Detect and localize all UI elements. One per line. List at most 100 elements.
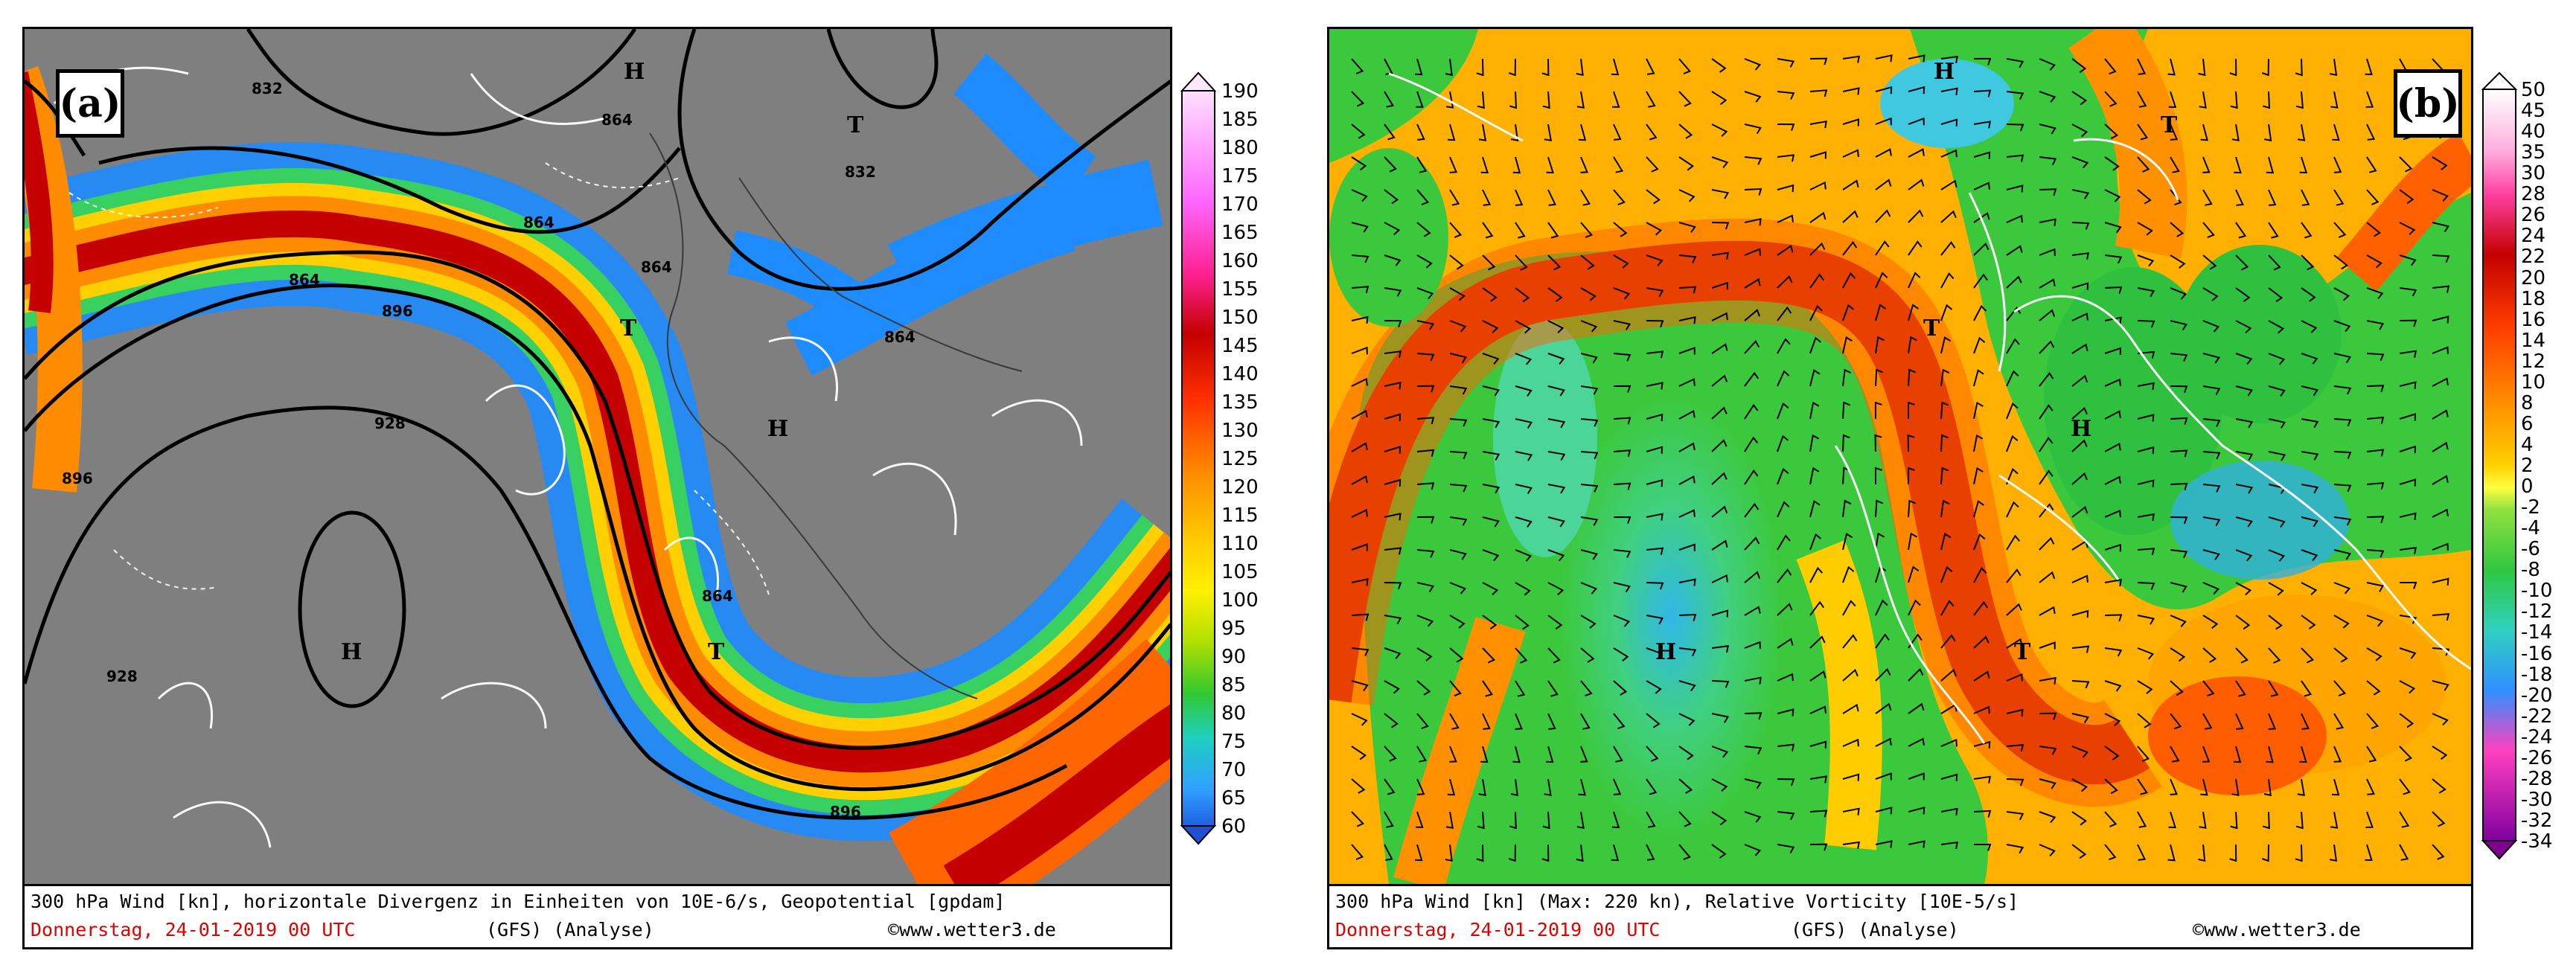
wind-barb — [1711, 609, 1729, 618]
colorbar-tick-label: -24 — [2521, 725, 2553, 749]
wind-barb — [1578, 124, 1587, 141]
wind-barb — [1777, 778, 1795, 786]
colorbar-tick-label: -6 — [2521, 538, 2540, 561]
copyright-icon: © — [2193, 919, 2205, 940]
wind-barb — [1973, 121, 1991, 129]
wind-barb — [2432, 222, 2449, 233]
wind-barb — [1580, 320, 1598, 333]
wind-barb — [2039, 404, 2054, 420]
colorbar-tick-label: 95 — [1221, 618, 1247, 640]
wind-barb — [1809, 181, 1826, 190]
colorbar-tick-label: 26 — [2521, 204, 2546, 227]
wind-barb — [2268, 680, 2279, 697]
high-pressure-label: H — [1934, 59, 1955, 85]
wind-barb — [2268, 451, 2286, 461]
wind-barb — [1351, 713, 1368, 726]
wind-barb — [1711, 680, 1730, 688]
wind-barb — [1777, 275, 1793, 289]
low-pressure-label: T — [620, 315, 637, 342]
wind-barb — [1449, 222, 1463, 238]
colorbar-tick-label: 14 — [2521, 329, 2546, 352]
wind-barb — [2432, 844, 2445, 860]
wind-barb — [2301, 713, 2310, 730]
wind-barb — [1711, 778, 1728, 792]
wind-barb — [1711, 189, 1730, 199]
wind-barb — [2399, 615, 2417, 624]
wind-barb — [1940, 634, 1956, 649]
wind-barb — [1351, 811, 1364, 827]
wind-barb — [2071, 222, 2090, 230]
wind-barb — [1646, 582, 1664, 590]
wind-barb — [1908, 54, 1925, 63]
wind-barb — [1515, 615, 1530, 630]
wind-barb — [2399, 778, 2411, 795]
wind-barb — [1646, 680, 1662, 694]
wind-barb — [1515, 189, 1524, 206]
wind-barb — [2137, 254, 2155, 267]
wind-barb — [1908, 368, 1916, 387]
wind-barb — [2039, 676, 2056, 685]
wind-barb — [1973, 670, 1990, 682]
wind-barb — [1744, 371, 1760, 387]
wind-barb — [1351, 778, 1366, 794]
wind-barb — [1351, 647, 1370, 656]
wind-barb — [2199, 91, 2207, 109]
wind-barb — [1508, 844, 1516, 862]
wind-barb — [1384, 844, 1393, 861]
wind-barb — [2071, 282, 2089, 290]
wind-barb — [1875, 272, 1888, 289]
wind-barb — [1678, 778, 1693, 794]
wind-barb — [2170, 516, 2188, 525]
wind-barb — [2167, 58, 2176, 76]
wind-barb — [2039, 124, 2056, 135]
wind-barb — [1842, 807, 1860, 815]
wind-barb — [1547, 680, 1559, 697]
wind-barb — [2006, 435, 2019, 452]
wind-barb — [1973, 810, 1992, 818]
wind-barb — [2168, 811, 2176, 829]
wind-barb — [1646, 778, 1658, 795]
wind-barb — [2399, 811, 2410, 828]
wind-barb — [2399, 546, 2417, 555]
wind-barb — [1908, 209, 1924, 223]
wind-barb — [2199, 811, 2207, 829]
wind-barb — [1613, 320, 1631, 330]
wind-barb — [2104, 410, 2121, 420]
wind-barb — [1809, 89, 1828, 97]
wind-barb — [1875, 54, 1893, 63]
wind-barb — [1744, 339, 1760, 354]
wind-barb — [1580, 746, 1588, 763]
wind-barb — [2104, 286, 2123, 294]
contour-label: 864 — [523, 214, 554, 231]
wind-barb — [2432, 612, 2450, 621]
colorbar-tick-label: 20 — [2521, 266, 2546, 289]
colorbar-tick-label: 12 — [2521, 350, 2546, 373]
wind-barb — [2333, 353, 2351, 364]
map-caption: 300 hPa Wind [kn] (Max: 220 kn), Relativ… — [1327, 886, 2473, 949]
wind-barb — [2104, 222, 2122, 234]
wind-barb — [1384, 91, 1394, 108]
wind-barb — [1449, 320, 1467, 333]
wind-barb — [1678, 58, 1691, 75]
wind-barb — [1842, 703, 1859, 714]
wind-barb — [1940, 499, 1950, 518]
wind-barb — [2137, 91, 2147, 108]
wind-barb — [2071, 343, 2088, 354]
wind-barb — [2202, 385, 2221, 395]
colorbar-tick-label: -2 — [2521, 496, 2540, 519]
wind-barb — [2333, 680, 2347, 696]
wind-barb — [2365, 58, 2373, 76]
wind-barb — [1940, 118, 1958, 126]
wind-barb — [1646, 478, 1663, 487]
wind-barb — [1510, 778, 1518, 797]
wind-barb — [1908, 807, 1925, 815]
wind-barb — [1809, 120, 1827, 129]
wind-barb — [1576, 91, 1585, 109]
wind-barb — [1711, 156, 1729, 169]
wind-barb — [1544, 124, 1553, 141]
wind-barb — [1744, 58, 1762, 71]
wind-barb — [2432, 254, 2450, 263]
wind-barb — [1908, 565, 1920, 583]
wind-barb — [1646, 382, 1663, 390]
wind-barb — [2366, 287, 2384, 300]
